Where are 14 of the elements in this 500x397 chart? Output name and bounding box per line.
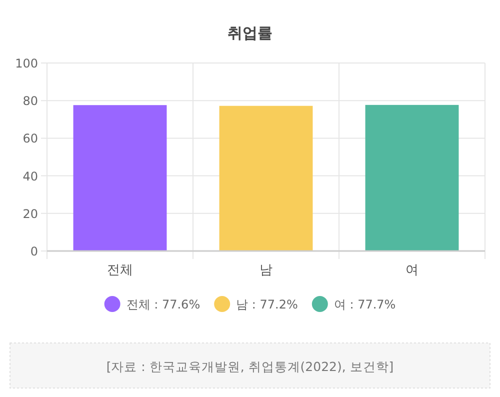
- y-tick-label: 80: [22, 94, 38, 108]
- legend-label: 여 : 77.7%: [334, 298, 396, 312]
- chart-title: 취업률: [228, 24, 272, 42]
- y-tick-label: 40: [22, 169, 38, 184]
- y-tick-label: 0: [30, 244, 38, 258]
- x-tick-label: 여: [406, 263, 418, 278]
- legend-label: 전체 : 77.6%: [126, 298, 200, 312]
- legend-label: 남 : 77.2%: [236, 298, 298, 312]
- y-tick-label: 100: [15, 56, 38, 70]
- text: [자료 : 한국교육개발원, 취업통계(2022), 보건학]: [106, 359, 394, 374]
- y-tick-label: 20: [22, 206, 38, 221]
- y-tick-label: 60: [22, 132, 38, 146]
- x-tick-label: 남: [260, 263, 272, 278]
- x-tick-label: 전체: [107, 263, 133, 278]
